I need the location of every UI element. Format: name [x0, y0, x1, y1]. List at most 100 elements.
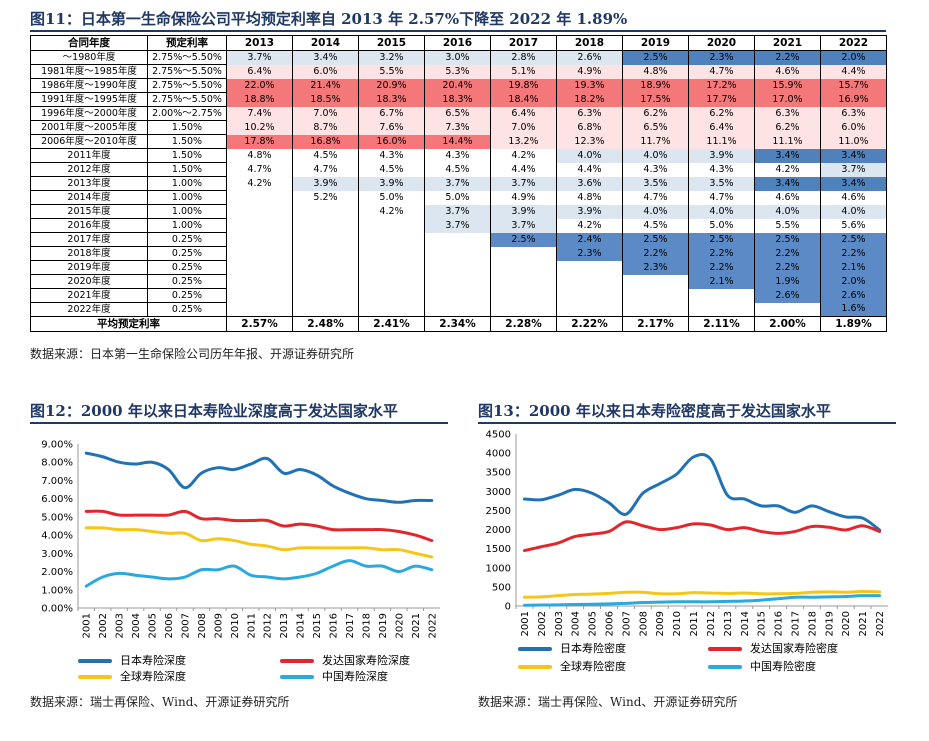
table-cell: 7.0%: [490, 120, 557, 135]
table-cell: [358, 302, 425, 317]
table-cell: 4.5%: [358, 162, 425, 177]
table-row: 2022年度 0.25% 1.6%: [30, 302, 887, 317]
table-cell: [358, 218, 425, 233]
legend-japan-density: 日本寿险密度: [518, 640, 626, 656]
table-cell: [226, 246, 293, 261]
table-cell: 4.6%: [820, 190, 887, 205]
row-period: 1991年度～1995年度: [30, 92, 148, 107]
table-cell: 8.7%: [292, 120, 359, 135]
table-cell: [424, 260, 491, 275]
table-cell: [226, 204, 293, 219]
table-row: 1991年度～1995年度 2.75%～5.50% 18.8% 18.5% 18.3% 1…: [30, 92, 887, 107]
table-cell: [292, 204, 359, 219]
table-row: 2017年度 0.25% 2.5% 2.4% 2.5% 2.5% 2.5% 2.5%: [30, 232, 887, 247]
table-cell: 6.3%: [754, 106, 821, 121]
table-cell: 2.1%: [820, 260, 887, 275]
table-cell: 6.7%: [358, 106, 425, 121]
table-cell: 2.6%: [556, 50, 623, 65]
x-tick-label: 2018: [361, 613, 372, 638]
table-cell: 3.7%: [424, 204, 491, 219]
legend-swatch-global-depth: [78, 675, 112, 679]
figure13-title-rule: [478, 422, 896, 424]
table-cell: 4.0%: [754, 204, 821, 219]
table-cell: 4.0%: [622, 204, 689, 219]
life-insurance-density-chart: 0 500 1000 1500 2000 2500 3000 3500 4000 4500 2001…: [486, 430, 888, 636]
table-cell: 3.7%: [424, 176, 491, 191]
table-cell: 6.4%: [226, 64, 293, 79]
legend-developed-depth: 发达国家寿险深度: [280, 652, 410, 668]
table-cell: 4.0%: [688, 204, 755, 219]
table-row: 2001年度～2005年度 1.50% 10.2% 8.7% 7.6% 7.3% 7.0% 6…: [30, 120, 887, 135]
table-cell: 17.5%: [622, 92, 689, 107]
table-cell: 4.3%: [424, 148, 491, 163]
average-value: 2.00%: [754, 316, 821, 332]
table-cell: 4.3%: [688, 162, 755, 177]
table-header-row: 合同年度 预定利率 2013 2014 2015 2016 2017 2018 2019 2020…: [30, 35, 887, 51]
header-year: 2022: [820, 35, 887, 51]
figure12-source: 数据来源：瑞士再保险、Wind、开源证券研究所: [30, 695, 290, 709]
header-year: 2018: [556, 35, 623, 51]
table-cell: 2.6%: [820, 288, 887, 303]
x-tick-label: 2009: [213, 613, 224, 638]
average-value: 1.89%: [820, 316, 887, 332]
table-cell: [292, 246, 359, 261]
y-tick-label: 7.00%: [41, 476, 73, 487]
table-cell: 4.7%: [688, 64, 755, 79]
table-cell: 3.7%: [424, 218, 491, 233]
table-cell: 2.4%: [556, 232, 623, 247]
table-cell: 3.9%: [556, 204, 623, 219]
x-tick-label: 2019: [824, 611, 835, 636]
legend-label: 发达国家寿险深度: [322, 654, 410, 667]
row-period: 2020年度: [30, 274, 148, 289]
series-line-2: [522, 589, 882, 599]
table-cell: 21.4%: [292, 78, 359, 93]
table-cell: 4.4%: [490, 162, 557, 177]
table-cell: 2.5%: [688, 232, 755, 247]
row-period: 1996年度～2000年度: [30, 106, 148, 121]
series-line-2: [84, 526, 434, 559]
table-cell: 6.0%: [292, 64, 359, 79]
average-value: 2.34%: [424, 316, 491, 332]
table-cell: 4.3%: [358, 148, 425, 163]
y-tick-label: 1.00%: [41, 585, 73, 596]
table-cell: 6.3%: [820, 106, 887, 121]
table-cell: 3.7%: [820, 162, 887, 177]
header-year: 2014: [292, 35, 359, 51]
x-tick-label: 2011: [689, 611, 700, 636]
row-period: 2011年度: [30, 148, 148, 163]
x-tick-label: 2017: [345, 613, 356, 638]
header-year: 2020: [688, 35, 755, 51]
table-cell: [688, 288, 755, 303]
table-cell: 4.0%: [556, 148, 623, 163]
figure13-legend: 日本寿险密度 发达国家寿险密度 全球寿险密度 中国寿险密度: [478, 640, 896, 673]
figure12-title: 图12：2000 年以来日本寿险业深度高于发达国家水平: [30, 402, 398, 420]
table-cell: [292, 260, 359, 275]
table-cell: 6.2%: [688, 106, 755, 121]
x-tick-label: 2014: [296, 613, 307, 638]
x-tick-label: 2005: [588, 611, 599, 636]
table-cell: 4.2%: [490, 148, 557, 163]
header-year: 2015: [358, 35, 425, 51]
table-cell: 2.2%: [622, 246, 689, 261]
table-cell: 18.3%: [424, 92, 491, 107]
x-tick-label: 2001: [82, 613, 93, 638]
header-year: 2013: [226, 35, 293, 51]
figure12-legend: 日本寿险深度 发达国家寿险深度 全球寿险深度 中国寿险深度: [30, 652, 448, 683]
table-cell: [226, 260, 293, 275]
x-tick-label: 2020: [394, 613, 405, 638]
x-tick-label: 2005: [148, 613, 159, 638]
y-tick-label: 500: [492, 582, 511, 593]
table-cell: 4.8%: [556, 190, 623, 205]
row-rate: 0.25%: [147, 232, 227, 247]
table-cell: 2.3%: [622, 260, 689, 275]
y-tick-label: 1500: [486, 544, 511, 555]
table-cell: [490, 274, 557, 289]
table-cell: 7.4%: [226, 106, 293, 121]
table-row: 2013年度 1.00% 4.2% 3.9% 3.9% 3.7% 3.7% 3.6% 3.5% 3…: [30, 176, 887, 191]
table-row: 1996年度～2000年度 2.00%～2.75% 7.4% 7.0% 6.7% 6.5%…: [30, 106, 887, 121]
table-cell: [556, 288, 623, 303]
table-cell: 3.4%: [754, 148, 821, 163]
table-cell: [292, 218, 359, 233]
table-row: 2006年度～2010年度 1.50% 17.8% 16.8% 16.0% 14.4% 13…: [30, 134, 887, 149]
table-cell: [424, 288, 491, 303]
